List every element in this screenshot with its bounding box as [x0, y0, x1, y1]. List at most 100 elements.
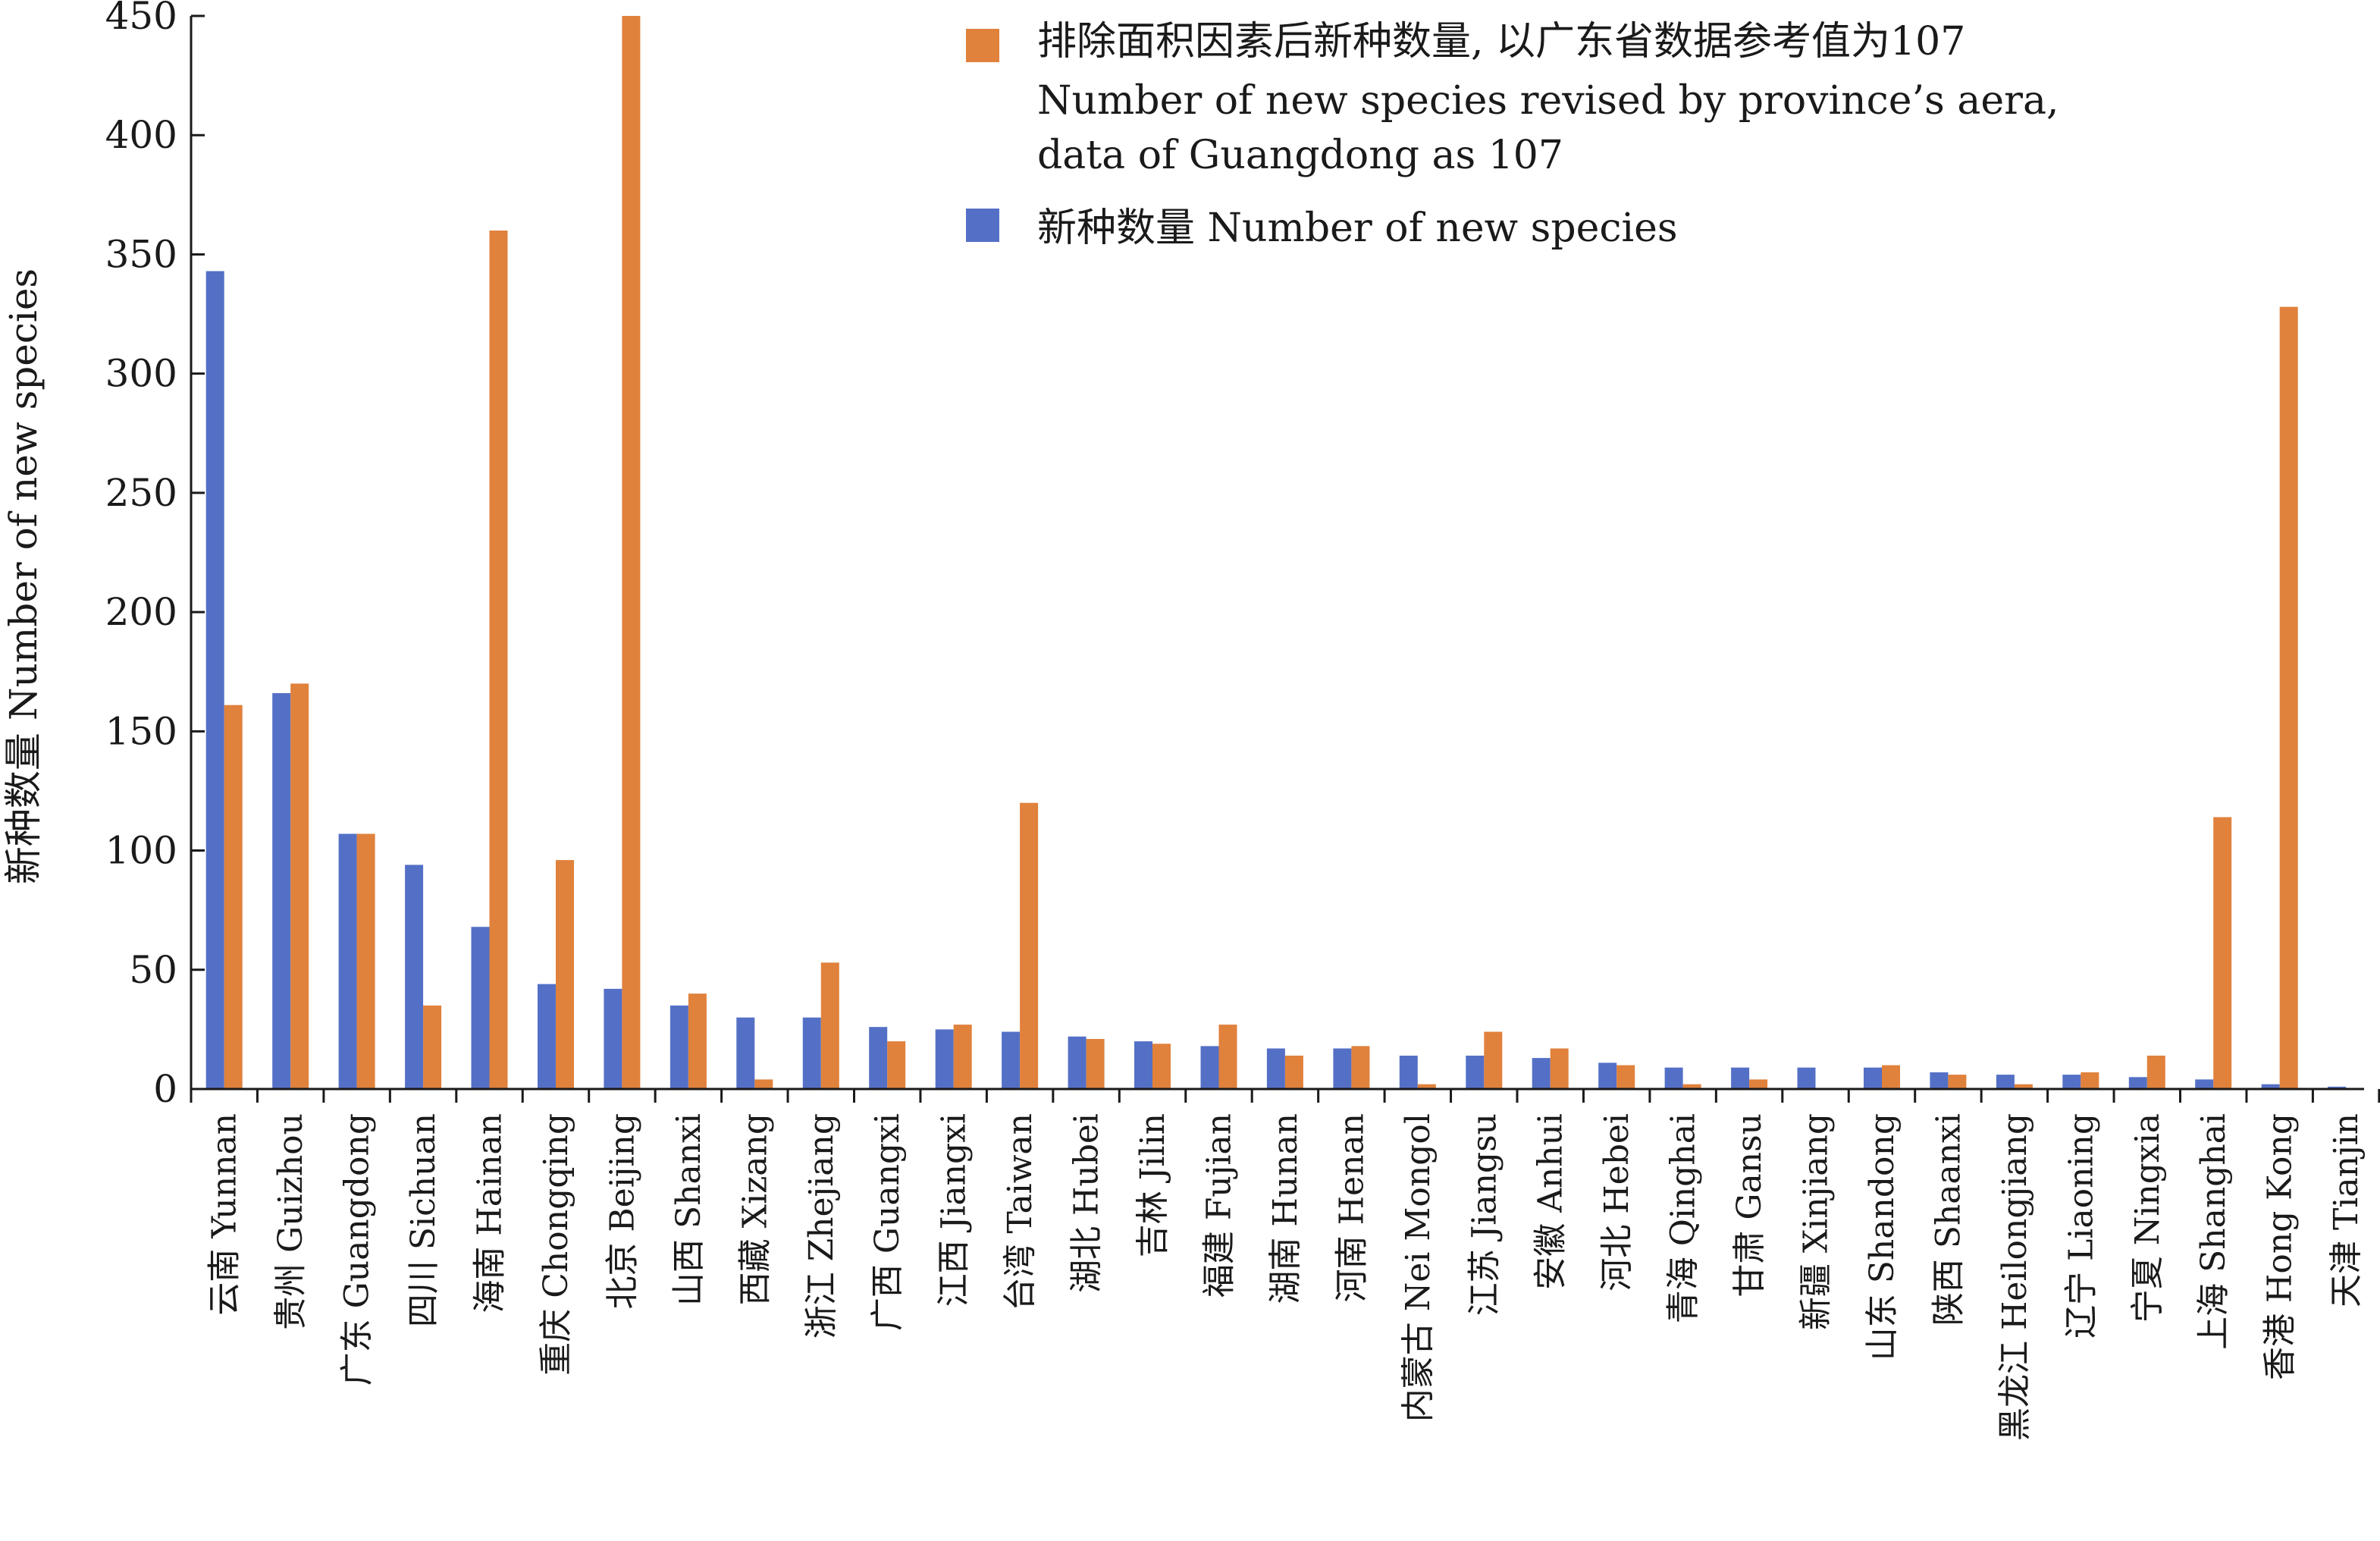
bar-new-species-26	[1864, 1067, 1882, 1089]
x-tick-label: 湖北 Hubei	[1068, 1113, 1106, 1293]
bar-new-species-8	[669, 1005, 688, 1089]
bar-revised-7	[622, 16, 641, 1089]
bar-revised-16	[1218, 1025, 1237, 1089]
bars-layer	[205, 16, 2347, 1090]
legend-label-orange-line2: Number of new species revised by provinc…	[1037, 78, 2059, 124]
bar-revised-4	[423, 1005, 442, 1089]
y-tick-label: 100	[105, 829, 177, 873]
x-tick-label: 北京 Beijing	[603, 1113, 641, 1310]
bar-revised-31	[2213, 817, 2232, 1089]
x-tick-label: 江西 Jiangxi	[935, 1113, 974, 1307]
bar-new-species-14	[1068, 1036, 1087, 1089]
y-axis-label: 新种数量 Number of new species	[2, 268, 45, 884]
bar-revised-27	[1948, 1075, 1967, 1089]
bar-new-species-22	[1598, 1062, 1617, 1089]
bar-revised-10	[820, 962, 839, 1089]
bar-revised-2	[290, 683, 309, 1089]
y-tick-label: 400	[105, 113, 177, 157]
bar-revised-26	[1882, 1065, 1900, 1089]
legend-label-orange-line3: data of Guangdong as 107	[1037, 133, 1563, 178]
legend: 排除面积因素后新种数量, 以广东省数据参考值为107 Number of new…	[966, 19, 2059, 251]
bar-new-species-15	[1134, 1041, 1152, 1089]
x-tick-label: 台湾 Taiwan	[1001, 1113, 1039, 1310]
y-tick-label: 200	[105, 590, 177, 634]
bar-new-species-12	[935, 1029, 954, 1089]
bar-new-species-5	[471, 927, 490, 1089]
bar-new-species-32	[2261, 1084, 2280, 1089]
bar-revised-24	[1749, 1079, 1768, 1089]
x-tick-label: 山西 Shanxi	[669, 1113, 708, 1306]
x-tick-label: 甘肃 Gansu	[1730, 1113, 1769, 1298]
y-tick-label: 150	[105, 709, 177, 753]
bar-new-species-16	[1200, 1046, 1219, 1089]
bar-revised-1	[224, 705, 243, 1089]
x-tick-label: 重庆 Chongqing	[537, 1113, 575, 1376]
bar-revised-29	[2081, 1072, 2099, 1089]
bar-revised-12	[953, 1025, 972, 1089]
bar-new-species-33	[2328, 1086, 2347, 1089]
bar-revised-15	[1152, 1044, 1171, 1089]
y-tick-label: 0	[153, 1067, 177, 1111]
bar-revised-32	[2279, 306, 2298, 1090]
bar-new-species-31	[2195, 1079, 2214, 1089]
bar-new-species-23	[1664, 1067, 1683, 1089]
legend-label-blue: 新种数量 Number of new species	[1037, 206, 1678, 251]
bar-revised-8	[688, 993, 707, 1089]
x-tick-label: 河南 Henan	[1332, 1113, 1371, 1302]
bar-revised-13	[1020, 802, 1039, 1089]
bar-new-species-3	[338, 833, 357, 1089]
bar-new-species-7	[604, 988, 622, 1089]
bar-revised-17	[1284, 1056, 1303, 1089]
bar-revised-11	[887, 1041, 906, 1089]
bar-new-species-19	[1399, 1056, 1418, 1089]
bar-new-species-13	[1002, 1031, 1021, 1089]
x-tick-label: 广东 Guangdong	[338, 1113, 377, 1386]
x-tick-label: 海南 Hainan	[471, 1113, 510, 1313]
bar-new-species-30	[2128, 1077, 2147, 1089]
bar-revised-3	[356, 833, 375, 1089]
x-tick-label: 湖南 Hunan	[1266, 1113, 1305, 1304]
x-tick-label: 广西 Guangxi	[868, 1113, 907, 1331]
x-tick-label: 新疆 Xinjiang	[1797, 1113, 1836, 1330]
bar-new-species-17	[1266, 1048, 1285, 1089]
legend-swatch-orange	[966, 29, 999, 62]
bar-revised-18	[1351, 1046, 1370, 1089]
bar-new-species-24	[1731, 1067, 1750, 1089]
bar-revised-21	[1550, 1048, 1569, 1089]
bar-revised-28	[2014, 1084, 2033, 1089]
x-tick-label: 贵州 Guizhou	[271, 1113, 310, 1330]
bar-new-species-27	[1930, 1072, 1949, 1089]
y-tick-label: 350	[105, 232, 177, 276]
x-tick-label: 四川 Sichuan	[404, 1113, 443, 1327]
x-tick-label: 山东 Shandong	[1863, 1113, 1902, 1361]
y-tick-label: 250	[105, 471, 177, 515]
legend-swatch-blue	[966, 209, 999, 242]
bar-revised-30	[2146, 1056, 2165, 1089]
x-tick-label: 云南 Yunnan	[205, 1113, 244, 1316]
bar-new-species-10	[802, 1017, 821, 1089]
y-tick-label: 300	[105, 352, 177, 396]
x-tick-label: 安徽 Anhui	[1532, 1113, 1570, 1290]
legend-label-orange-line1: 排除面积因素后新种数量, 以广东省数据参考值为107	[1037, 19, 1965, 64]
x-tick-label: 吉林 Jilin	[1134, 1113, 1172, 1257]
bar-new-species-1	[205, 271, 224, 1089]
x-tick-label: 陕西 Shaanxi	[1929, 1113, 1968, 1326]
x-tick-label: 浙江 Zhejiang	[802, 1113, 841, 1339]
bar-revised-23	[1682, 1084, 1701, 1089]
bar-new-species-25	[1797, 1067, 1816, 1089]
bar-revised-5	[489, 231, 508, 1089]
x-tick-label: 天津 Tianjin	[2327, 1113, 2366, 1307]
bar-revised-22	[1616, 1065, 1635, 1089]
x-tick-label: 宁夏 Ningxia	[2128, 1113, 2167, 1323]
x-tick-label: 内蒙古 Nei Mongol	[1399, 1113, 1438, 1422]
y-tick-label: 50	[129, 948, 177, 992]
bar-revised-14	[1086, 1039, 1105, 1089]
x-tick-label: 福建 Fujian	[1200, 1113, 1239, 1298]
bar-new-species-4	[405, 865, 424, 1089]
bar-revised-9	[754, 1079, 773, 1089]
bar-new-species-21	[1532, 1058, 1551, 1089]
x-tick-label: 青海 Qinghai	[1664, 1113, 1703, 1323]
bar-revised-20	[1484, 1031, 1503, 1089]
